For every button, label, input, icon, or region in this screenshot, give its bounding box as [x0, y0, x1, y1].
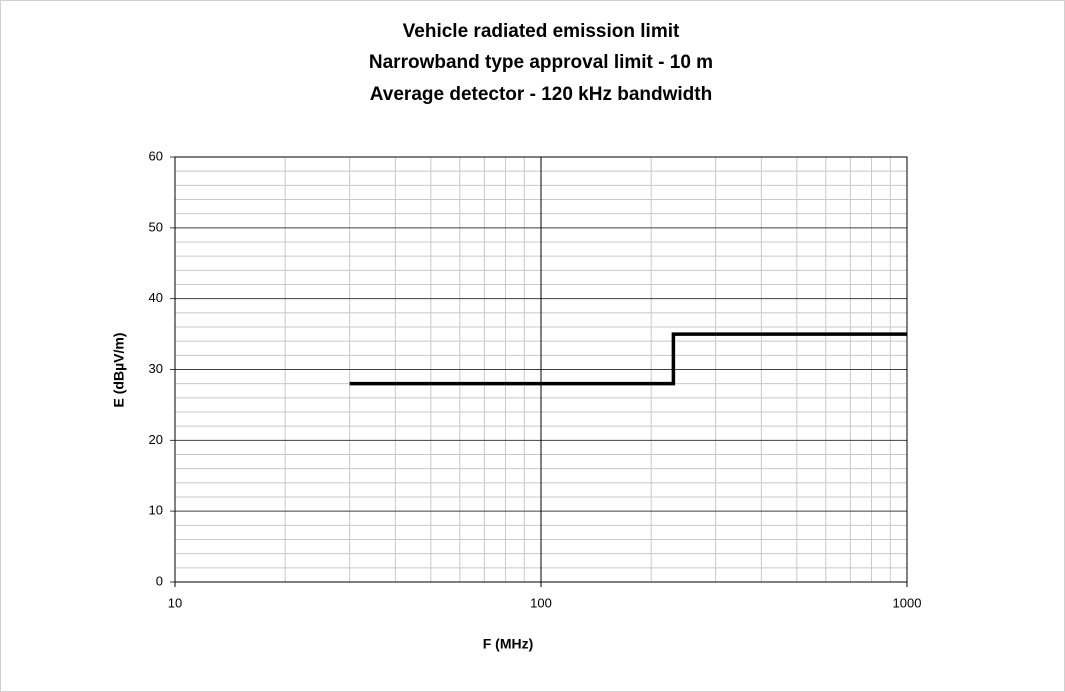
chart-subtitle: Narrowband type approval limit - 10 m: [369, 52, 713, 73]
limit-line: [349, 332, 907, 386]
y-tick-label: 10: [149, 503, 163, 518]
x-tick-label: 1000: [893, 595, 922, 610]
y-tick-label: 50: [149, 219, 163, 234]
y-tick-label: 20: [149, 432, 163, 447]
chart-subtitle: Average detector - 120 kHz bandwidth: [370, 84, 712, 105]
y-tick-label: 0: [156, 573, 163, 588]
chart-title: Vehicle radiated emission limit: [403, 21, 680, 42]
y-tick-label: 30: [149, 361, 163, 376]
x-tick-label: 100: [530, 595, 552, 610]
y-tick-label: 40: [149, 290, 163, 305]
x-tick-label: 10: [168, 595, 182, 610]
x-axis-label: F (MHz): [483, 636, 534, 652]
y-axis-label: E (dBµV/m): [111, 333, 127, 408]
plot-border: [174, 156, 908, 583]
y-tick-label: 60: [149, 148, 163, 163]
